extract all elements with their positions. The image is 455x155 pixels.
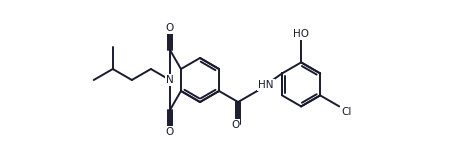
Text: O: O [166, 127, 174, 137]
Text: N: N [166, 75, 174, 85]
Text: HN: HN [258, 80, 273, 90]
Text: O: O [166, 23, 174, 33]
Text: Cl: Cl [341, 107, 352, 117]
Text: HO: HO [293, 29, 309, 39]
Text: O: O [231, 120, 239, 130]
